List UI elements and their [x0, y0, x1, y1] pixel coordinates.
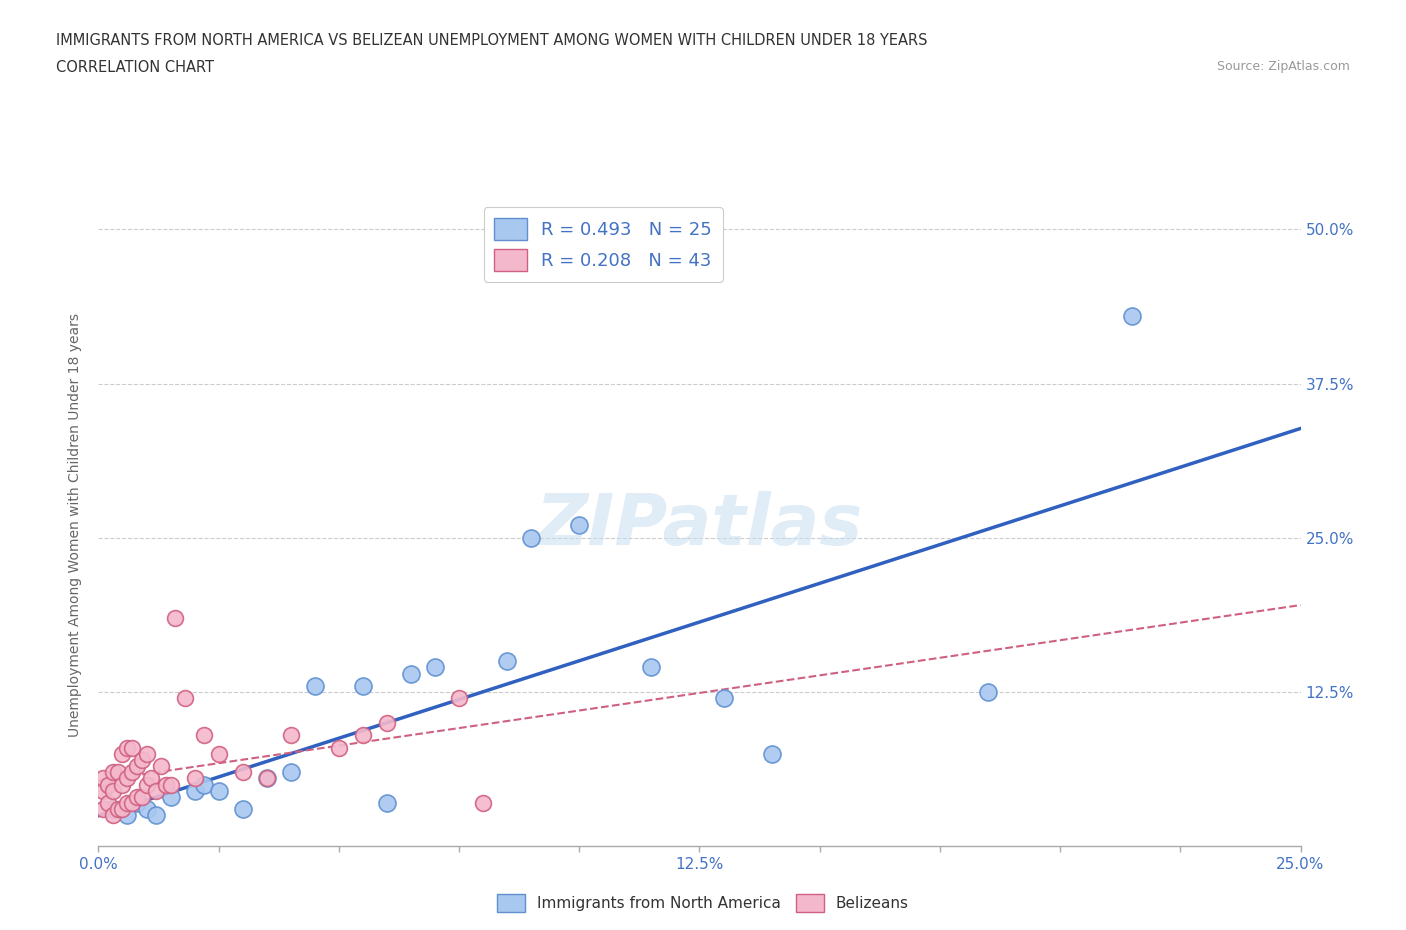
Point [111, 746, 134, 761]
Point [135, 802, 157, 817]
Point [232, 764, 254, 779]
Point [145, 808, 167, 823]
Point [256, 771, 278, 786]
Text: ZIPatlas: ZIPatlas [536, 491, 863, 560]
Point [496, 654, 519, 669]
Point [135, 777, 157, 792]
Point [447, 691, 470, 706]
Point [977, 684, 1000, 699]
Point [135, 746, 157, 761]
Point [193, 728, 215, 743]
Point [149, 759, 172, 774]
Point [101, 808, 124, 823]
Point [713, 691, 735, 706]
Point [101, 802, 124, 817]
Point [328, 740, 350, 755]
Point [472, 796, 495, 811]
Point [91, 771, 114, 786]
Point [183, 783, 205, 798]
Point [125, 759, 148, 774]
Point [165, 611, 187, 626]
Point [159, 790, 181, 804]
Text: Source: ZipAtlas.com: Source: ZipAtlas.com [1216, 60, 1350, 73]
Point [131, 790, 153, 804]
Point [520, 530, 543, 545]
Point [375, 796, 398, 811]
Point [121, 764, 143, 779]
Point [111, 802, 134, 817]
Point [145, 783, 167, 798]
Point [232, 802, 254, 817]
Point [183, 771, 205, 786]
Point [107, 802, 129, 817]
Point [375, 715, 398, 730]
Point [423, 660, 446, 675]
Point [640, 660, 662, 675]
Point [141, 771, 163, 786]
Point [159, 777, 181, 792]
Legend: Immigrants from North America, Belizeans: Immigrants from North America, Belizeans [491, 888, 915, 918]
Point [304, 679, 326, 694]
Legend: R = 0.493   N = 25, R = 0.208   N = 43: R = 0.493 N = 25, R = 0.208 N = 43 [484, 207, 723, 282]
Point [280, 764, 302, 779]
Point [121, 740, 143, 755]
Point [91, 802, 114, 817]
Point [97, 777, 120, 792]
Point [761, 746, 783, 761]
Point [125, 790, 148, 804]
Point [155, 777, 177, 792]
Y-axis label: Unemployment Among Women with Children Under 18 years: Unemployment Among Women with Children U… [69, 313, 83, 737]
Point [352, 679, 374, 694]
Point [399, 666, 422, 681]
Point [111, 777, 134, 792]
Point [101, 764, 124, 779]
Point [97, 796, 120, 811]
Point [1121, 308, 1143, 323]
Point [352, 728, 374, 743]
Point [125, 796, 148, 811]
Point [117, 771, 139, 786]
Point [208, 783, 231, 798]
Point [568, 518, 591, 533]
Point [208, 746, 231, 761]
Point [174, 691, 197, 706]
Point [91, 783, 114, 798]
Point [256, 771, 278, 786]
Text: CORRELATION CHART: CORRELATION CHART [56, 60, 214, 75]
Text: IMMIGRANTS FROM NORTH AMERICA VS BELIZEAN UNEMPLOYMENT AMONG WOMEN WITH CHILDREN: IMMIGRANTS FROM NORTH AMERICA VS BELIZEA… [56, 33, 928, 47]
Point [117, 740, 139, 755]
Point [121, 796, 143, 811]
Point [193, 777, 215, 792]
Point [101, 783, 124, 798]
Point [280, 728, 302, 743]
Point [107, 764, 129, 779]
Point [131, 752, 153, 767]
Point [117, 796, 139, 811]
Point [117, 808, 139, 823]
